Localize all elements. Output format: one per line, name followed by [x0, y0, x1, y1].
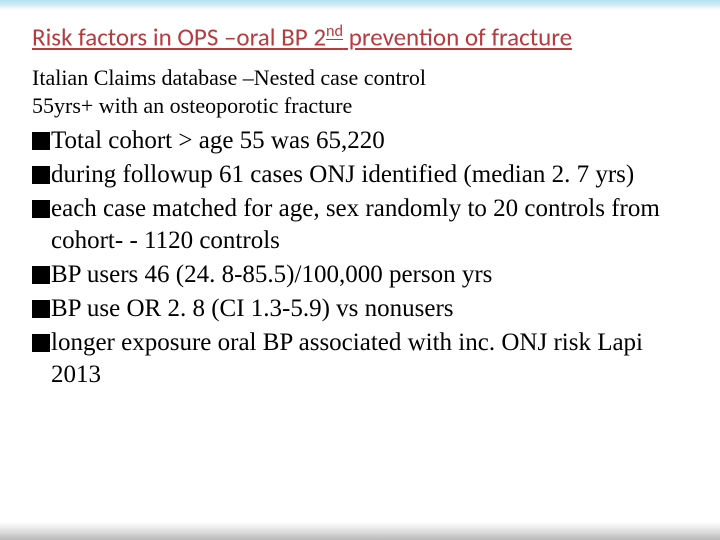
bullet-item: longer exposure oral BP associated with … [32, 327, 692, 391]
slide: Risk factors in OPS –oral BP 2nd prevent… [0, 0, 720, 540]
bottom-decoration [0, 522, 720, 540]
slide-title: Risk factors in OPS –oral BP 2nd prevent… [32, 22, 692, 52]
bullet-text: during followup 61 cases ONJ identified … [51, 159, 692, 191]
bullet-text: BP users 46 (24. 8-85.5)/100,000 person … [51, 259, 692, 291]
bullet-item: Total cohort > age 55 was 65,220 [32, 125, 692, 157]
bullet-text: longer exposure oral BP associated with … [51, 327, 692, 391]
square-bullet-icon [32, 266, 50, 284]
subtitle-line-1: Italian Claims database –Nested case con… [32, 65, 426, 90]
square-bullet-icon [32, 200, 50, 218]
slide-body: Total cohort > age 55 was 65,220 during … [32, 125, 692, 391]
square-bullet-icon [32, 300, 50, 318]
bullet-text: Total cohort > age 55 was 65,220 [51, 125, 692, 157]
bullet-item: each case matched for age, sex randomly … [32, 193, 692, 257]
square-bullet-icon [32, 334, 50, 352]
subtitle-line-2: 55yrs+ with an osteoporotic fracture [32, 93, 352, 118]
bullet-text: each case matched for age, sex randomly … [51, 193, 692, 257]
square-bullet-icon [32, 132, 50, 150]
top-decoration [0, 0, 720, 10]
square-bullet-icon [32, 166, 50, 184]
bullet-item: BP use OR 2. 8 (CI 1.3-5.9) vs nonusers [32, 293, 692, 325]
bullet-item: BP users 46 (24. 8-85.5)/100,000 person … [32, 259, 692, 291]
bullet-text: BP use OR 2. 8 (CI 1.3-5.9) vs nonusers [51, 293, 692, 325]
slide-subtitle: Italian Claims database –Nested case con… [32, 64, 692, 119]
bullet-item: during followup 61 cases ONJ identified … [32, 159, 692, 191]
